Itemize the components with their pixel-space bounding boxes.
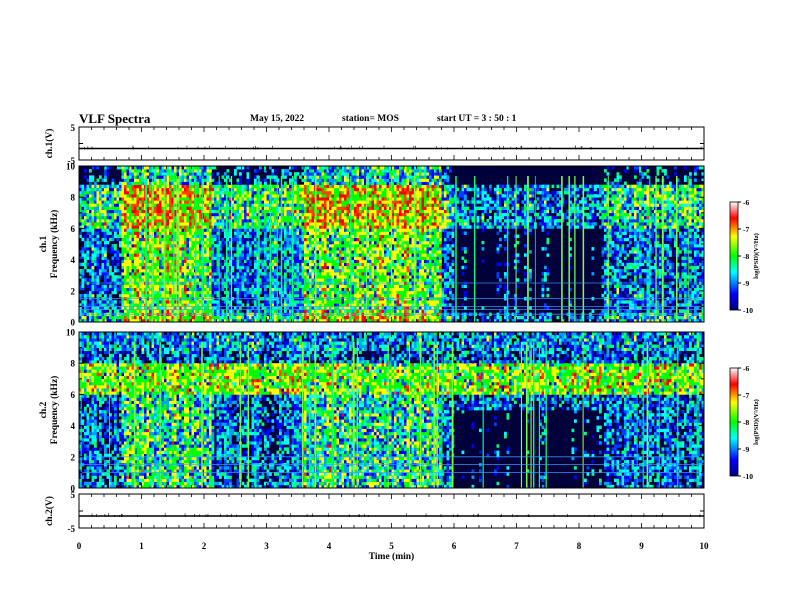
- colorbar-tick-label: -7: [743, 391, 749, 400]
- colorbar-tick-label: -6: [743, 364, 749, 373]
- y-tick-label: 4: [71, 255, 76, 265]
- y-axis-label: ch.2: [39, 401, 49, 418]
- y-axis-label: ch.2(V): [44, 496, 55, 526]
- y-tick-label: 6: [71, 224, 76, 234]
- y-tick-label: 2: [71, 286, 76, 296]
- panel-frame: [79, 494, 704, 528]
- y-tick-label: 8: [71, 359, 76, 369]
- x-axis-label: Time (min): [369, 551, 414, 562]
- y-axis-label: ch.1: [39, 235, 49, 252]
- colorbar-tick-label: -8: [743, 418, 749, 427]
- colorbar-tick-label: -9: [743, 279, 749, 288]
- y-tick-label: 2: [71, 452, 76, 462]
- y-axis-label: Frequency (kHz): [49, 210, 60, 279]
- x-tick-label: 2: [202, 541, 207, 551]
- ch2-waveform-panel: 5 -5 ch.2(V) 0 1 2 3 4 5 6 7 8 9 10 Time (min): [44, 490, 709, 562]
- y-tick-label: 5: [71, 490, 76, 500]
- x-tick-label: 3: [264, 541, 269, 551]
- x-tick-label: 1: [139, 541, 144, 551]
- ch1-waveform-panel: 5-5ch.1(V): [44, 123, 704, 166]
- colorbar-tick-label: -10: [743, 472, 753, 481]
- colorbar-scale: [730, 368, 738, 476]
- y-tick-label: 5: [71, 123, 76, 133]
- colorbar-tick-label: -6: [743, 198, 749, 207]
- x-tick-label: 10: [700, 541, 710, 551]
- x-tick-label: 4: [327, 541, 332, 551]
- ch1-colorbar: -6 -7 -8 -9 -10 log(PSD)(V²/Hz): [730, 198, 760, 315]
- x-tick-label: 6: [452, 541, 457, 551]
- x-tick-label: 8: [577, 541, 582, 551]
- colorbar-scale: [730, 202, 738, 310]
- y-axis-label: ch.1(V): [44, 129, 55, 159]
- x-tick-label: 0: [77, 541, 82, 551]
- colorbar-tick-label: -10: [743, 306, 753, 315]
- x-tick-label: 5: [389, 541, 394, 551]
- colorbar-tick-label: -9: [743, 445, 749, 454]
- y-tick-label: 10: [66, 162, 76, 172]
- y-tick-label: 8: [71, 193, 76, 203]
- colorbar-tick-label: -8: [743, 252, 749, 261]
- colorbar-tick-label: -7: [743, 225, 749, 234]
- x-tick-label: 7: [514, 541, 519, 551]
- y-tick-label: 6: [71, 390, 76, 400]
- y-axis-label: Frequency (kHz): [49, 376, 60, 445]
- y-tick-label: 4: [71, 421, 76, 431]
- y-tick-label: 10: [66, 328, 76, 338]
- x-tick-label: 9: [639, 541, 644, 551]
- colorbar-label: log(PSD)(V²/Hz): [753, 399, 760, 445]
- ch2-colorbar: -6 -7 -8 -9 -10 log(PSD)(V²/Hz): [730, 364, 760, 481]
- ch1-spectrogram-panel: 0 2 4 6 8 10 ch.1 Frequency (kHz): [39, 162, 704, 328]
- colorbar-label: log(PSD)(V²/Hz): [753, 233, 760, 279]
- y-tick-label: 0: [71, 318, 76, 328]
- y-tick-label: -5: [68, 524, 76, 534]
